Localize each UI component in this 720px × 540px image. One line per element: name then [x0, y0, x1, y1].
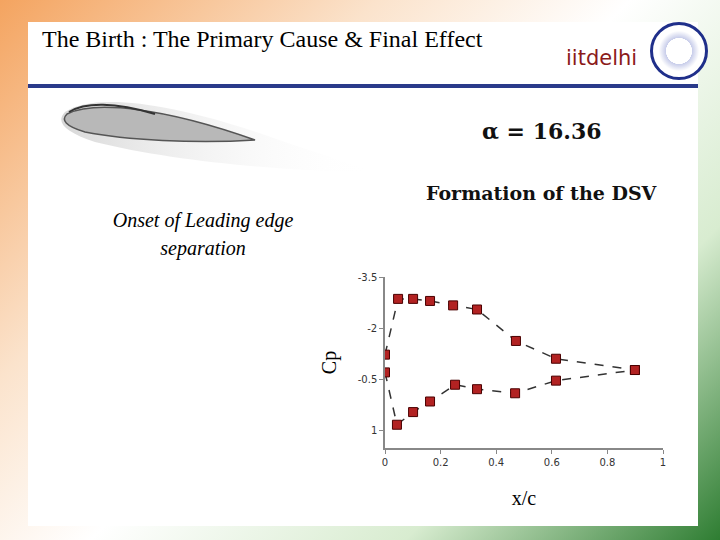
- svg-text:Cp: Cp: [318, 351, 341, 374]
- html-text:α = 16.36: α = 16.36: [482, 118, 602, 144]
- svg-text:1: 1: [660, 457, 666, 468]
- html-text:Formation of the DSV: Formation of the DSV: [426, 182, 657, 204]
- html-text:Onset of Leading edge separati: Onset of Leading edge separation: [112, 209, 294, 259]
- svg-text:x/c: x/c: [512, 487, 537, 509]
- html-text:The Birth : The Primary Cause: The Birth : The Primary Cause & Final Ef…: [42, 26, 483, 52]
- svg-text:-3.5: -3.5: [358, 272, 378, 283]
- html-text:iitdelhi: iitdelhi: [566, 46, 638, 70]
- svg-text:0.2: 0.2: [433, 457, 449, 468]
- svg-text:1: 1: [371, 425, 377, 436]
- svg-text:0.6: 0.6: [544, 457, 560, 468]
- svg-text:-2: -2: [367, 323, 377, 334]
- svg-text:-0.5: -0.5: [358, 374, 378, 385]
- svg-text:0.8: 0.8: [599, 457, 615, 468]
- svg-text:0.4: 0.4: [488, 457, 504, 468]
- svg-text:0: 0: [382, 457, 388, 468]
